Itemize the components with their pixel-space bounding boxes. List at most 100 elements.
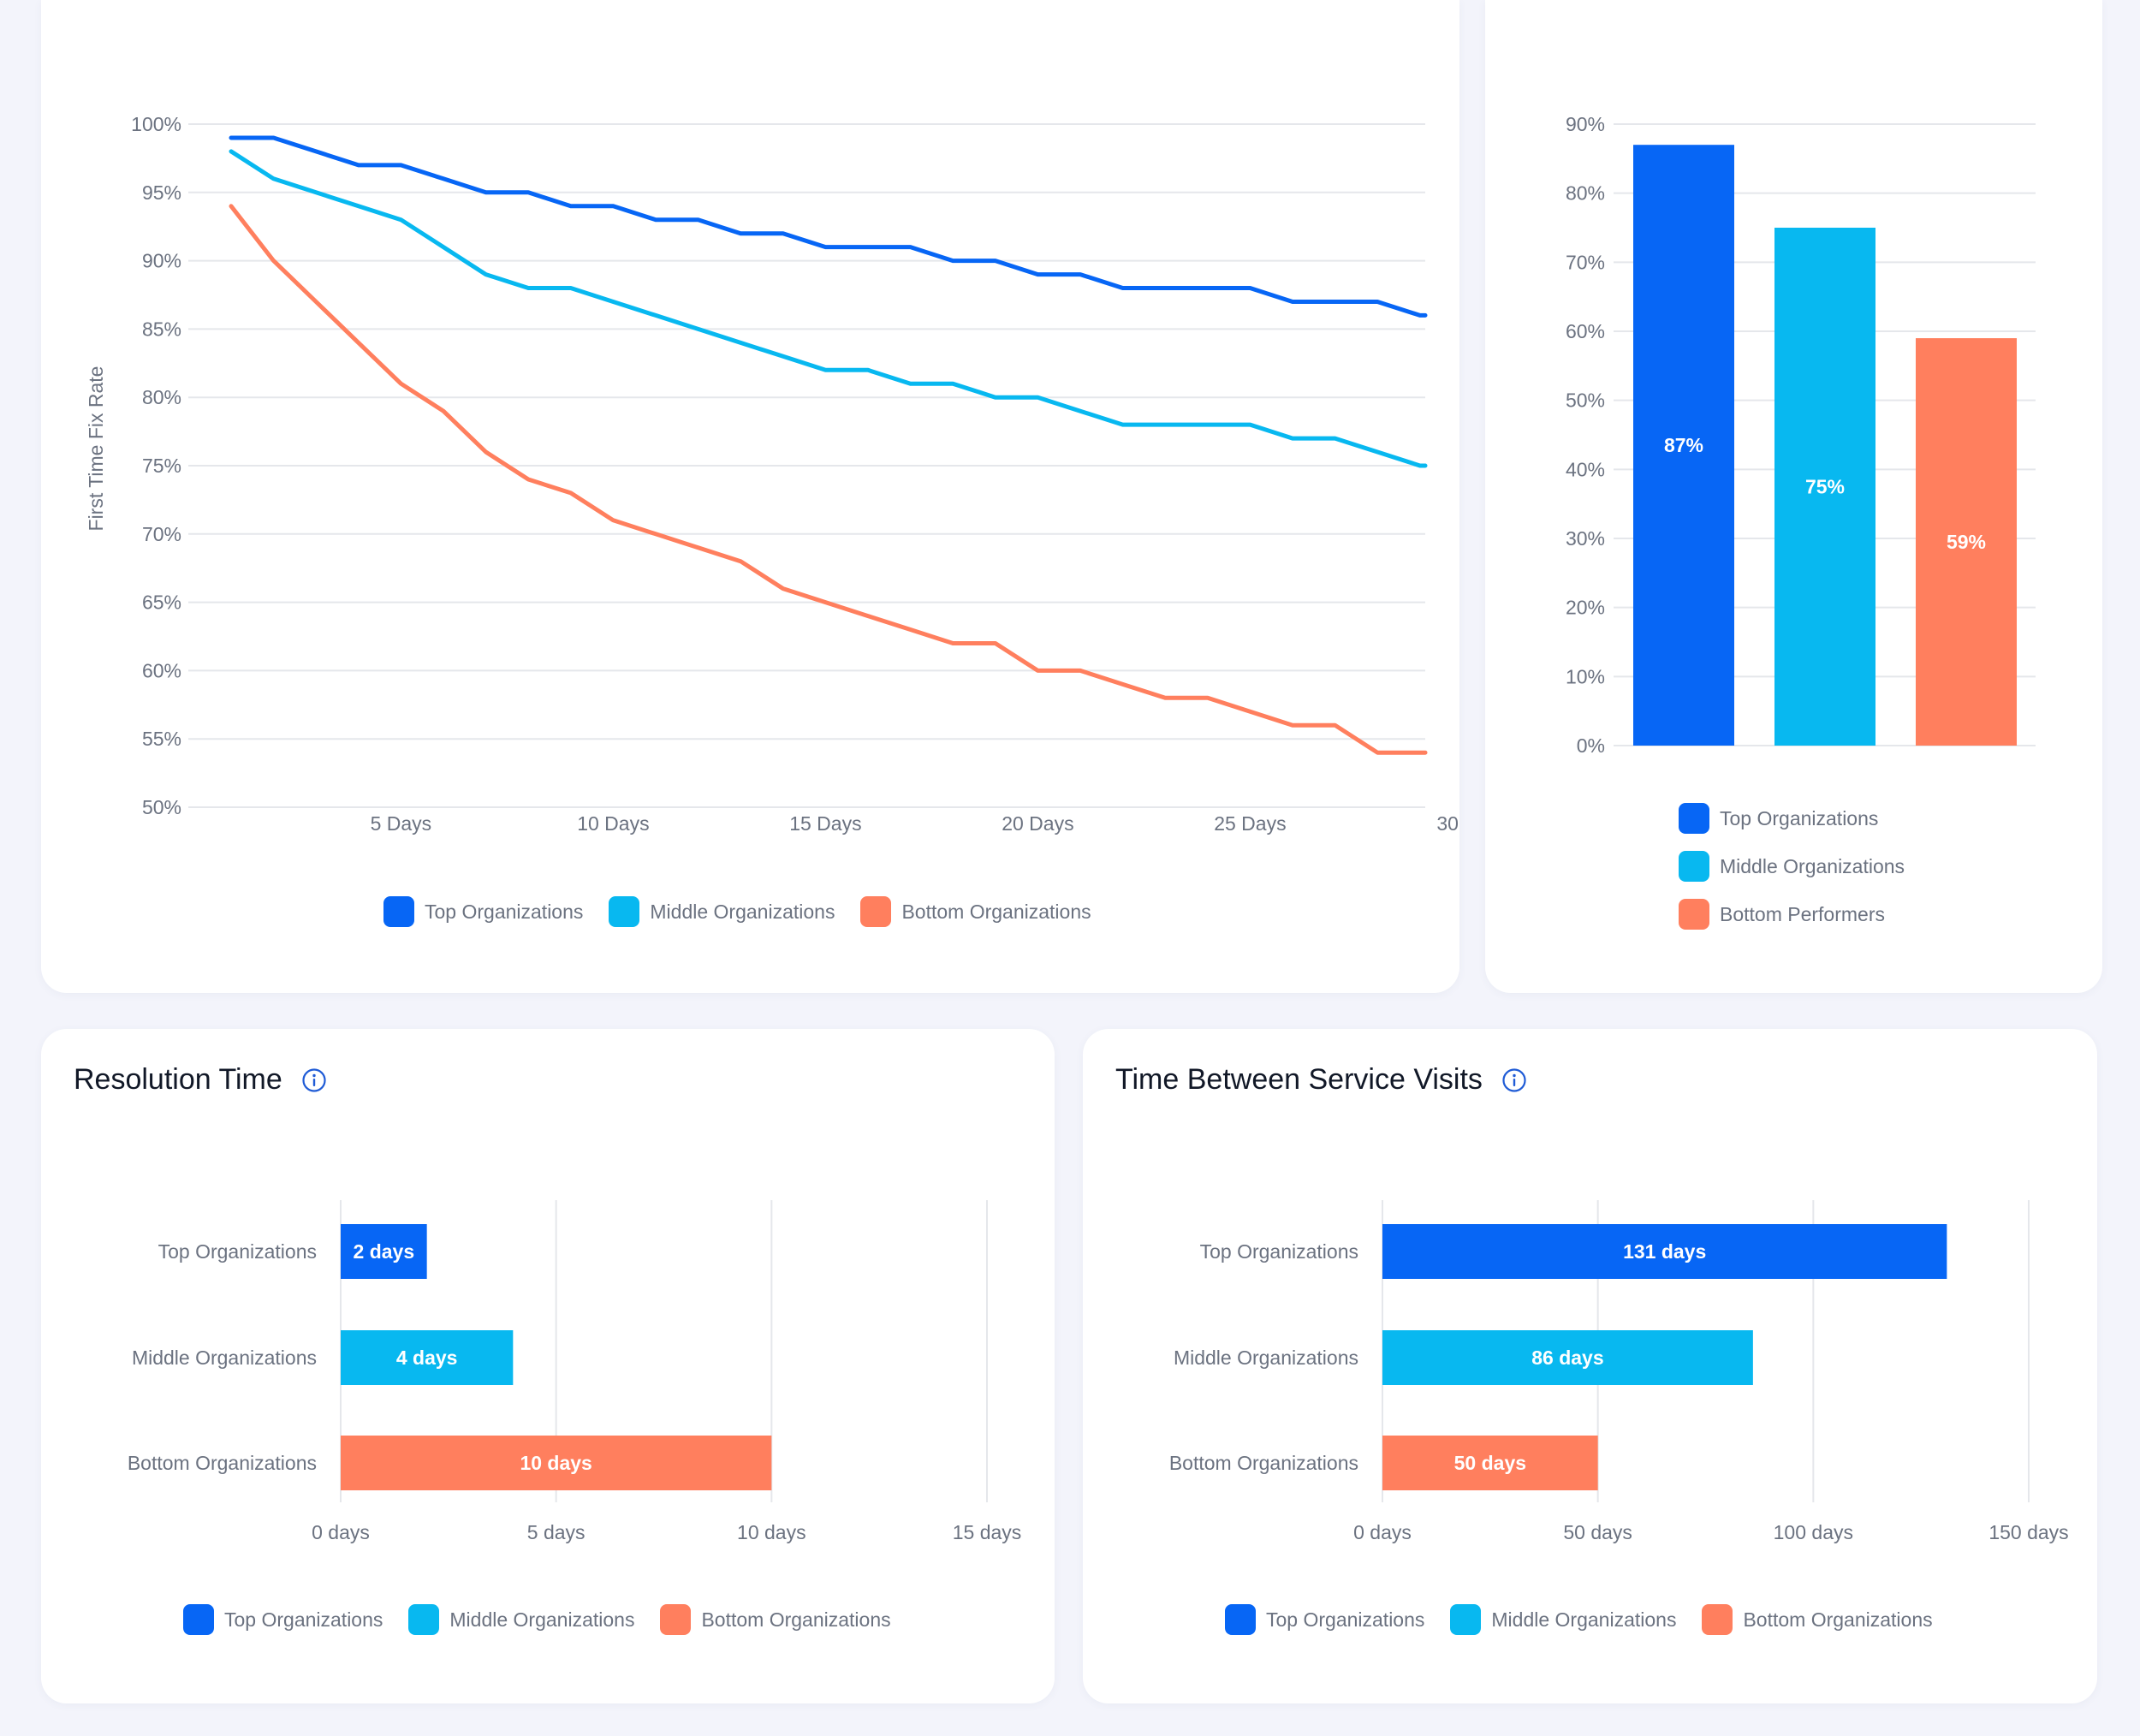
legend-item-bottom[interactable]: Bottom Organizations xyxy=(860,896,1091,927)
info-icon[interactable] xyxy=(1501,1067,1527,1093)
bar-value-label: 50 days xyxy=(1454,1452,1526,1474)
y-tick-label: 50% xyxy=(142,796,181,818)
legend-swatch-bottom xyxy=(660,1604,692,1635)
bar-value-label: 59% xyxy=(1947,531,1986,553)
legend-item-middle[interactable]: Middle Organizations xyxy=(1679,851,1905,882)
y-tick-label: 55% xyxy=(142,728,181,750)
x-tick-label: 10 days xyxy=(737,1521,806,1543)
ftfr-summary-chart: 0% 10% 20% 30% 40% 50% 60% 70% 80% 90% 87% 75% 59% xyxy=(1566,113,2036,757)
bar-bottom xyxy=(1382,1436,1598,1490)
info-icon[interactable] xyxy=(301,1067,327,1093)
bar-top xyxy=(1633,145,1734,746)
bar-value-label: 2 days xyxy=(354,1240,415,1263)
bar-value-label: 10 days xyxy=(520,1452,591,1474)
x-tick-label: 10 Days xyxy=(577,812,649,835)
legend-swatch-bottom xyxy=(1679,899,1709,930)
series-line-middle xyxy=(229,149,1428,468)
y-tick-label: 80% xyxy=(142,386,181,408)
legend-swatch-top xyxy=(1225,1604,1256,1635)
legend-item-top[interactable]: Top Organizations xyxy=(183,1604,383,1635)
series-line-top xyxy=(229,135,1428,318)
x-tick-label: 0 days xyxy=(312,1521,370,1543)
y-tick-label: 20% xyxy=(1566,597,1605,619)
bar-value-label: 75% xyxy=(1805,476,1845,498)
legend-label-top: Top Organizations xyxy=(1266,1608,1425,1631)
y-tick-label: 60% xyxy=(142,659,181,681)
legend-swatch-bottom xyxy=(1702,1604,1733,1635)
legend-label-middle: Middle Organizations xyxy=(1491,1608,1677,1631)
time-between-visits-title: Time Between Service Visits xyxy=(1115,1063,1527,1097)
bar-middle xyxy=(341,1330,514,1385)
legend-label-bottom: Bottom Performers xyxy=(1720,902,1885,925)
x-tick-label: 5 Days xyxy=(371,812,432,835)
legend-swatch-middle xyxy=(609,896,640,927)
legend-item-top[interactable]: Top Organizations xyxy=(383,896,583,927)
y-tick-label: 70% xyxy=(142,523,181,545)
y-tick-label: 0% xyxy=(1577,734,1605,757)
legend-item-middle[interactable]: Middle Organizations xyxy=(1450,1604,1676,1635)
y-tick-label: 40% xyxy=(1566,458,1605,480)
resolution-time-chart: 0 days 5 days 10 days 15 days Top Organizati… xyxy=(128,1200,1022,1543)
y-tick-label: 80% xyxy=(1566,182,1605,205)
legend-label-middle: Middle Organizations xyxy=(449,1608,635,1631)
x-tick-label: 150 days xyxy=(1988,1521,2068,1543)
x-tick-label: 5 days xyxy=(527,1521,586,1543)
legend-item-bottom[interactable]: Bottom Organizations xyxy=(1702,1604,1933,1635)
legend-item-middle[interactable]: Middle Organizations xyxy=(609,896,835,927)
legend-label-middle: Middle Organizations xyxy=(650,900,835,923)
ftfr-trend-card: 50% 55% 60% 65% 70% 75% 80% 85% 90% 95% 100% 5 Days… xyxy=(41,0,1459,993)
y-tick-label: 100% xyxy=(131,113,181,135)
legend-item-top[interactable]: Top Organizations xyxy=(1679,803,1878,834)
x-tick-label: 20 Days xyxy=(1002,812,1073,835)
legend-swatch-middle xyxy=(408,1604,440,1635)
legend-item-bottom[interactable]: Bottom Performers xyxy=(1679,899,1885,930)
legend-item-middle[interactable]: Middle Organizations xyxy=(408,1604,634,1635)
legend-swatch-middle xyxy=(1450,1604,1482,1635)
series-line-bottom xyxy=(229,204,1428,755)
bar-value-label: 4 days xyxy=(396,1347,458,1369)
time-between-visits-title-text: Time Between Service Visits xyxy=(1115,1063,1483,1096)
bar-value-label: 86 days xyxy=(1531,1347,1603,1369)
x-tick-label: 100 days xyxy=(1774,1521,1853,1543)
legend-label-bottom: Bottom Organizations xyxy=(1743,1608,1933,1631)
bar-bottom xyxy=(1916,338,2017,746)
legend-swatch-top xyxy=(1679,803,1709,834)
x-tick-label: 25 Days xyxy=(1214,812,1286,835)
bar-value-label: 131 days xyxy=(1623,1240,1706,1263)
category-label: Top Organizations xyxy=(158,1240,317,1263)
resolution-time-legend: Top Organizations Middle Organizations B… xyxy=(183,1604,891,1635)
legend-swatch-bottom xyxy=(860,896,892,927)
y-tick-label: 65% xyxy=(142,592,181,614)
resolution-time-title: Resolution Time xyxy=(74,1063,327,1097)
bar-top xyxy=(1382,1224,1947,1279)
time-between-visits-chart: 0 days 50 days 100 days 150 days Top Organiz… xyxy=(1169,1200,2069,1543)
resolution-time-card: Resolution Time 0 days 5 days 10 days 15 da… xyxy=(41,1029,1055,1703)
x-tick-label: 0 days xyxy=(1353,1521,1412,1543)
legend-item-top[interactable]: Top Organizations xyxy=(1225,1604,1424,1635)
legend-label-bottom: Bottom Organizations xyxy=(901,900,1091,923)
bar-middle xyxy=(1382,1330,1753,1385)
legend-label-middle: Middle Organizations xyxy=(1720,854,1905,877)
time-between-visits-card: Time Between Service Visits 0 days 50 day… xyxy=(1083,1029,2097,1703)
y-tick-label: 50% xyxy=(1566,389,1605,412)
y-tick-label: 70% xyxy=(1566,251,1605,273)
bar-top xyxy=(341,1224,427,1279)
y-tick-label: 30% xyxy=(1566,527,1605,550)
x-tick-label: 15 days xyxy=(953,1521,1022,1543)
category-label: Bottom Organizations xyxy=(1169,1452,1358,1474)
category-label: Middle Organizations xyxy=(132,1347,317,1369)
y-tick-label: 90% xyxy=(1566,113,1605,135)
y-axis-title: First Time Fix Rate xyxy=(85,366,107,532)
category-label: Bottom Organizations xyxy=(128,1452,317,1474)
ftfr-trend-legend: Top Organizations Middle Organizations B… xyxy=(383,896,1091,927)
legend-item-bottom[interactable]: Bottom Organizations xyxy=(660,1604,891,1635)
bar-value-label: 87% xyxy=(1664,434,1703,456)
x-tick-label: 30 D xyxy=(1436,812,1459,835)
ftfr-summary-legend: Top Organizations Middle Organizations B… xyxy=(1679,803,1905,930)
y-tick-label: 75% xyxy=(142,455,181,477)
time-between-visits-legend: Top Organizations Middle Organizations B… xyxy=(1225,1604,1933,1635)
bar-bottom xyxy=(341,1436,772,1490)
x-tick-label: 50 days xyxy=(1563,1521,1632,1543)
y-tick-label: 95% xyxy=(142,181,181,204)
